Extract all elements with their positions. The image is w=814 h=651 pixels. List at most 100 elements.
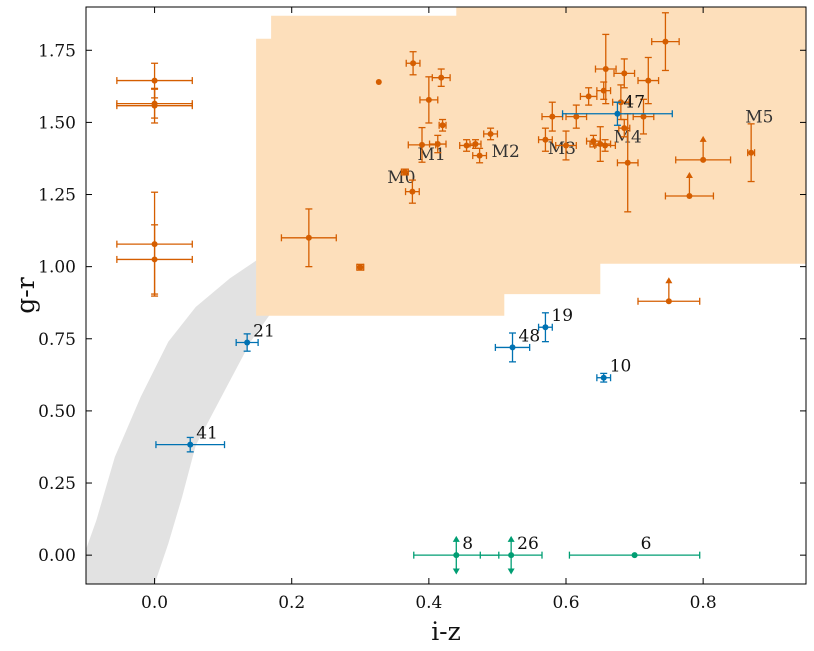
point-marker (542, 324, 549, 331)
m-dwarf-region (256, 7, 806, 316)
y-tick-label: 0.00 (38, 546, 76, 566)
point-marker (509, 344, 516, 351)
y-tick-label: 0.75 (38, 330, 76, 350)
plot-frame (85, 6, 807, 585)
point-marker (463, 142, 470, 149)
data-point (555, 130, 577, 161)
data-point: 48 (494, 326, 541, 363)
point-marker (748, 149, 755, 156)
data-point (747, 123, 756, 183)
point-marker (602, 66, 609, 73)
point-marker (624, 159, 631, 166)
point-label: 26 (517, 534, 539, 554)
x-tick-label: 0.2 (278, 593, 305, 613)
point-marker (151, 77, 158, 84)
series-orange (116, 12, 756, 305)
data-point (483, 127, 499, 141)
data-point (404, 179, 420, 204)
spectral-type-label: M2 (492, 142, 520, 162)
data-point (637, 56, 660, 105)
data-point (469, 139, 482, 150)
point-marker (151, 102, 158, 109)
point-marker (700, 156, 707, 163)
data-point (116, 87, 193, 124)
y-tick-label: 0.25 (38, 474, 76, 494)
data-point (541, 101, 564, 132)
data-point (116, 224, 193, 295)
point-marker (401, 169, 408, 176)
y-tick-label: 1.50 (38, 113, 76, 133)
point-marker (419, 141, 425, 148)
x-axis-title: i-z (431, 617, 461, 646)
point-marker (686, 192, 693, 199)
series-green: 8 26 6 (413, 534, 701, 575)
y-tick-label: 1.25 (38, 186, 76, 206)
point-marker (573, 113, 580, 120)
y-axis-title: g-r (11, 277, 40, 313)
point-marker (665, 298, 672, 305)
y-tick-label: 0.50 (38, 402, 76, 422)
arrowhead (665, 277, 673, 284)
data-point (407, 126, 437, 163)
data-point (472, 147, 488, 164)
point-label: 21 (253, 322, 275, 342)
point-marker (662, 38, 669, 45)
data-point (637, 277, 701, 305)
point-marker (472, 141, 479, 148)
point-label: 41 (196, 424, 218, 444)
point-marker (409, 188, 416, 195)
arrowhead (699, 135, 707, 142)
point-marker (585, 93, 592, 100)
data-point (400, 168, 409, 176)
point-marker (631, 552, 638, 559)
point-label: 47 (623, 93, 645, 113)
point-marker (151, 256, 158, 263)
data-point: 41 (155, 424, 226, 453)
data-point (280, 208, 337, 268)
series-blue: 47 19 48 10 21 41 (155, 93, 673, 453)
point-label: 8 (462, 534, 473, 554)
data-point: 6 (568, 534, 701, 559)
point-marker (542, 136, 549, 143)
x-tick-label: 0.0 (141, 593, 168, 613)
spectral-type-label: M5 (745, 107, 773, 127)
point-marker (590, 138, 597, 145)
point-marker (614, 110, 621, 117)
data-point: 8 (413, 534, 500, 575)
data-point (675, 135, 732, 164)
data-layer: 47 19 48 10 21 41 8 26 6 (116, 12, 756, 575)
data-point (438, 118, 447, 132)
point-label: 6 (641, 534, 652, 554)
point-marker (434, 141, 441, 148)
point-label: 48 (519, 326, 541, 346)
y-tick-label: 1.00 (38, 258, 76, 278)
data-point (405, 51, 421, 76)
data-point (579, 87, 598, 106)
point-marker (621, 125, 628, 132)
arrowhead (452, 535, 460, 542)
point-marker (645, 77, 652, 84)
point-marker (357, 264, 364, 271)
data-point (594, 33, 617, 105)
point-marker (439, 122, 446, 129)
data-point: 21 (235, 322, 275, 352)
point-marker (487, 130, 494, 137)
arrowhead (685, 171, 693, 178)
point-marker (621, 70, 628, 77)
point-label: 10 (610, 357, 632, 377)
data-point (613, 58, 636, 89)
data-point: 26 (479, 534, 543, 575)
arrowhead (452, 568, 460, 575)
point-marker (244, 339, 251, 346)
point-marker (640, 113, 647, 120)
point-marker (425, 96, 432, 103)
arrowhead (507, 568, 515, 575)
data-point (356, 263, 365, 271)
data-point: 47 (561, 93, 673, 126)
spectral-type-label: M1 (417, 145, 445, 165)
axes-layer: 0.0 0.2 0.4 0.6 0.8 0.00 0.25 0.50 0.75 1.00 1.25 1… (38, 6, 807, 613)
data-point (651, 12, 680, 72)
point-marker (549, 113, 556, 120)
spectral-type-label: M3 (548, 139, 576, 159)
